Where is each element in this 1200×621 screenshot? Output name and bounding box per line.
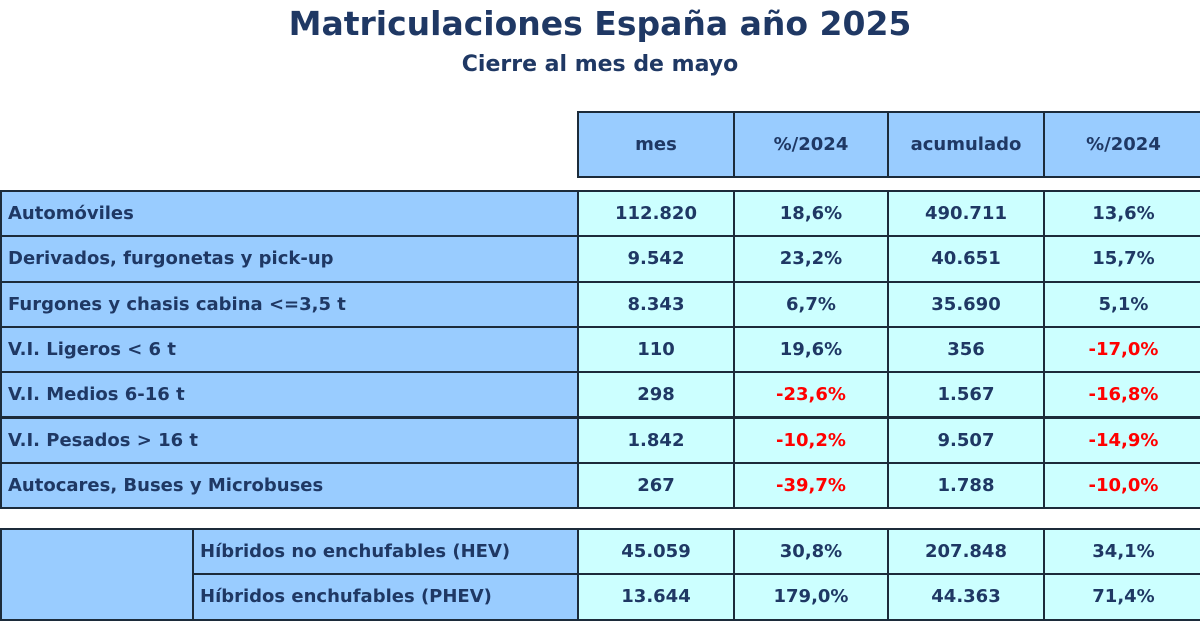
value-cell: 18,6% xyxy=(733,190,889,238)
value-cell: 5,1% xyxy=(1043,280,1200,328)
value-cell: -16,8% xyxy=(1043,371,1200,419)
column-header: %/2024 xyxy=(1043,111,1200,178)
row-label: V.I. Ligeros < 6 t xyxy=(0,325,579,374)
value-cell: -17,0% xyxy=(1043,325,1200,374)
value-cell: 9.507 xyxy=(887,416,1045,464)
value-cell: 207.848 xyxy=(887,528,1045,576)
value-cell: 298 xyxy=(577,371,735,419)
value-cell: -39,7% xyxy=(733,461,889,510)
value-cell: 34,1% xyxy=(1043,528,1200,576)
column-header: %/2024 xyxy=(733,111,889,178)
value-cell: 356 xyxy=(887,325,1045,374)
value-cell: 44.363 xyxy=(887,573,1045,621)
row-label: V.I. Pesados > 16 t xyxy=(0,416,579,464)
value-cell: 13,6% xyxy=(1043,190,1200,238)
row-label: Híbridos no enchufables (HEV) xyxy=(192,528,579,576)
value-cell: -23,6% xyxy=(733,371,889,419)
row-label: Híbridos enchufables (PHEV) xyxy=(192,573,579,621)
value-cell: -10,2% xyxy=(733,416,889,464)
page: Matriculaciones España año 2025 Cierre a… xyxy=(0,4,1200,621)
column-header: mes xyxy=(577,111,735,178)
value-cell: 1.788 xyxy=(887,461,1045,510)
value-cell: 490.711 xyxy=(887,190,1045,238)
value-cell: 8.343 xyxy=(577,280,735,328)
value-cell: 13.644 xyxy=(577,573,735,621)
value-cell: 45.059 xyxy=(577,528,735,576)
value-cell: 110 xyxy=(577,325,735,374)
title: Matriculaciones España año 2025 xyxy=(288,4,912,43)
row-label: Derivados, furgonetas y pick-up xyxy=(0,235,579,283)
value-cell: 40.651 xyxy=(887,235,1045,283)
value-cell: 30,8% xyxy=(733,528,889,576)
value-cell: 6,7% xyxy=(733,280,889,328)
row-label: Furgones y chasis cabina <=3,5 t xyxy=(0,280,579,328)
value-cell: 1.567 xyxy=(887,371,1045,419)
value-cell: 112.820 xyxy=(577,190,735,238)
value-cell: 9.542 xyxy=(577,235,735,283)
value-cell: 19,6% xyxy=(733,325,889,374)
value-cell: -10,0% xyxy=(1043,461,1200,510)
row-label: V.I. Medios 6-16 t xyxy=(0,371,579,419)
column-header: acumulado xyxy=(887,111,1045,178)
value-cell: 35.690 xyxy=(887,280,1045,328)
value-cell: 15,7% xyxy=(1043,235,1200,283)
value-cell: 71,4% xyxy=(1043,573,1200,621)
subtitle: Cierre al mes de mayo xyxy=(461,52,739,77)
value-cell: -14,9% xyxy=(1043,416,1200,464)
group-cell xyxy=(0,528,194,621)
row-label: Autocares, Buses y Microbuses xyxy=(0,461,579,510)
value-cell: 23,2% xyxy=(733,235,889,283)
value-cell: 1.842 xyxy=(577,416,735,464)
row-label: Automóviles xyxy=(0,190,579,238)
value-cell: 267 xyxy=(577,461,735,510)
value-cell: 179,0% xyxy=(733,573,889,621)
